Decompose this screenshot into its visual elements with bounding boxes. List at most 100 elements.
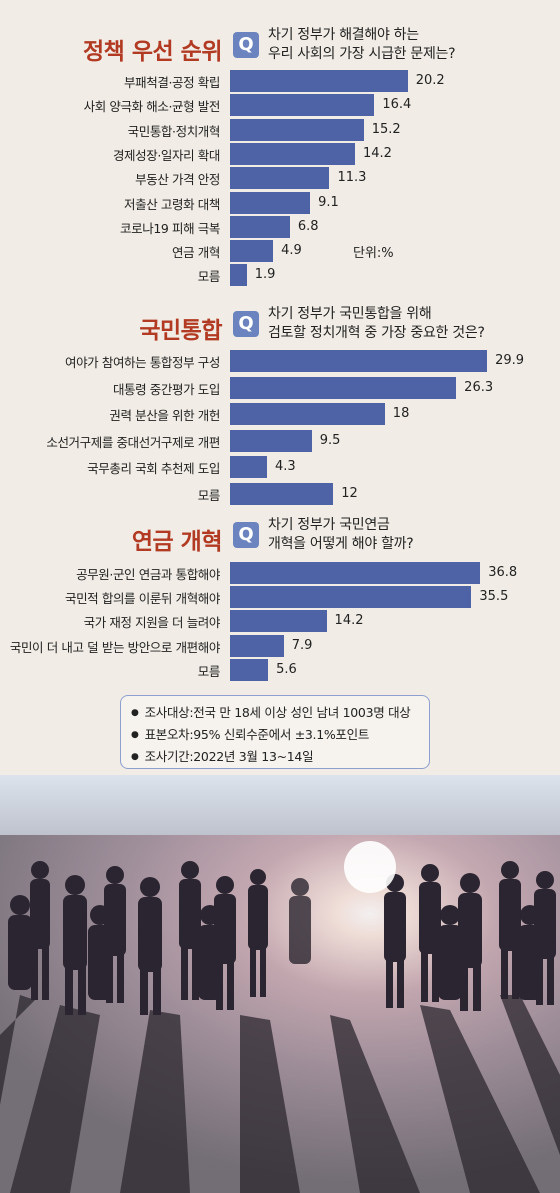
category-label: 코로나19 피해 극복: [120, 220, 220, 236]
category-label: 사회 양극화 해소·균형 발전: [83, 99, 221, 115]
survey-notes: 조사대상:전국 만 18세 이상 성인 남녀 1003명 대상 표본오차:95%…: [120, 695, 430, 769]
crowd-silhouette-illustration: [0, 775, 560, 1193]
bar: [230, 586, 472, 609]
bar: [230, 610, 327, 633]
bar-row: 사회 양극화 해소·균형 발전 16.4: [0, 94, 560, 117]
bar-row: 경제성장·일자리 확대 14.2: [0, 142, 560, 165]
category-label: 국무총리 국회 추천제 도입: [87, 461, 220, 477]
value-label: 1.9: [254, 267, 276, 283]
value-label: 4.3: [274, 459, 296, 475]
bar-row: 국민이 더 내고 덜 받는 방안으로 개편해야 7.9: [0, 634, 560, 657]
bar: [230, 634, 284, 657]
question-badge: Q: [233, 32, 259, 58]
category-label: 국민적 합의를 이룬뒤 개혁해야: [64, 591, 220, 607]
bar-row: 공무원·군인 연금과 통합해야 36.8: [0, 562, 560, 584]
category-label: 국가 재정 지원을 더 늘려야: [83, 615, 221, 631]
category-label: 국민이 더 내고 덜 받는 방안으로 개편해야: [9, 639, 221, 655]
bar-row: 국가 재정 지원을 더 늘려야 14.2: [0, 610, 560, 633]
question-line-1: 차기 정부가 해결해야 하는: [268, 27, 419, 43]
category-label: 모름: [197, 269, 221, 285]
survey-note: 조사기간:2022년 3월 13~14일: [131, 747, 429, 769]
value-label: 36.8: [488, 565, 518, 580]
bar: [230, 215, 290, 238]
bar: [230, 350, 488, 372]
value-label: 14.2: [362, 145, 392, 161]
question-text: 차기 정부가 국민연금 개혁을 어떻게 해야 할까?: [268, 516, 414, 554]
category-label: 권력 분산을 위한 개헌: [109, 408, 220, 424]
survey-note: 표본오차:95% 신뢰수준에서 ±3.1%포인트: [131, 725, 429, 747]
section-title: 정책 우선 순위: [83, 39, 222, 65]
bar: [230, 483, 334, 505]
bar: [230, 191, 311, 214]
category-label: 부패척결·공정 확립: [124, 75, 220, 90]
value-label: 9.5: [319, 432, 341, 448]
section-title: 연금 개혁: [131, 529, 223, 555]
category-label: 대통령 중간평가 도입: [112, 381, 220, 397]
category-label: 모름: [197, 488, 221, 503]
question-line-1: 차기 정부가 국민통합을 위해: [268, 306, 432, 322]
value-label: 12: [341, 486, 358, 501]
value-label: 16.4: [382, 97, 412, 113]
value-label: 5.6: [276, 661, 297, 677]
question-line-1: 차기 정부가 국민연금: [268, 517, 390, 533]
question-text: 차기 정부가 국민통합을 위해 검토할 정치개혁 중 가장 중요한 것은?: [268, 305, 485, 343]
bar-row: 모름 12: [0, 483, 560, 505]
value-label: 4.9: [281, 243, 302, 259]
value-label: 18: [392, 406, 410, 422]
question-line-2: 우리 사회의 가장 시급한 문제는?: [268, 46, 456, 62]
value-label: 29.9: [495, 353, 525, 368]
bar: [230, 429, 312, 452]
section-title: 국민통합: [139, 318, 222, 344]
bar-row: 연금 개혁 4.9: [0, 240, 560, 263]
bar: [230, 456, 267, 479]
bar-row: 소선거구제를 중대선거구제로 개편 9.5: [0, 429, 560, 452]
category-label: 부동산 가격 안정: [135, 172, 220, 188]
bar-row: 모름 1.9: [0, 264, 560, 287]
crowd-photo: [0, 775, 560, 1193]
bar: [230, 658, 269, 681]
bar-row: 부패척결·공정 확립 20.2: [0, 70, 560, 92]
bar: [230, 403, 385, 426]
category-label: 경제성장·일자리 확대: [112, 147, 220, 163]
category-label: 연금 개혁: [172, 245, 220, 261]
value-label: 35.5: [479, 589, 509, 605]
category-label: 여야가 참여하는 통합정부 구성: [64, 355, 220, 370]
bar: [230, 264, 247, 287]
unit-label: 단위:%: [353, 246, 394, 261]
bar: [230, 94, 375, 117]
bar: [230, 376, 457, 399]
bar: [230, 240, 274, 263]
bar-row: 국민통합·정치개혁 15.2: [0, 118, 560, 141]
category-label: 저출산 고령화 대책: [124, 196, 220, 212]
question-line-2: 개혁을 어떻게 해야 할까?: [268, 536, 414, 552]
value-label: 11.3: [337, 170, 367, 186]
category-label: 국민통합·정치개혁: [127, 123, 221, 139]
bar: [230, 142, 355, 165]
bar-row: 여야가 참여하는 통합정부 구성 29.9: [0, 350, 560, 372]
bar-row: 국무총리 국회 추천제 도입 4.3: [0, 456, 560, 479]
bar-row: 대통령 중간평가 도입 26.3: [0, 376, 560, 399]
value-label: 15.2: [371, 121, 401, 137]
bar-row: 저출산 고령화 대책 9.1: [0, 191, 560, 214]
value-label: 6.8: [297, 218, 319, 234]
bar-row: 모름 5.6: [0, 658, 560, 681]
bar-row: 코로나19 피해 극복 6.8: [0, 215, 560, 238]
bar-row: 국민적 합의를 이룬뒤 개혁해야 35.5: [0, 586, 560, 609]
bar: [230, 118, 364, 141]
value-label: 7.9: [291, 637, 313, 653]
value-label: 26.3: [464, 379, 494, 395]
bar-row: 부동산 가격 안정 11.3: [0, 167, 560, 190]
bar: [230, 562, 481, 584]
value-label: 9.1: [318, 194, 339, 210]
bar-row: 권력 분산을 위한 개헌 18: [0, 403, 560, 426]
bar: [230, 167, 330, 190]
question-line-2: 검토할 정치개혁 중 가장 중요한 것은?: [268, 325, 485, 341]
bar: [230, 70, 408, 92]
question-text: 차기 정부가 해결해야 하는 우리 사회의 가장 시급한 문제는?: [268, 26, 456, 64]
value-label: 20.2: [415, 73, 445, 88]
value-label: 14.2: [334, 613, 364, 629]
survey-note: 조사대상:전국 만 18세 이상 성인 남녀 1003명 대상: [131, 703, 429, 725]
question-badge: Q: [233, 522, 259, 548]
category-label: 모름: [197, 663, 221, 679]
category-label: 소선거구제를 중대선거구제로 개편: [46, 434, 220, 450]
